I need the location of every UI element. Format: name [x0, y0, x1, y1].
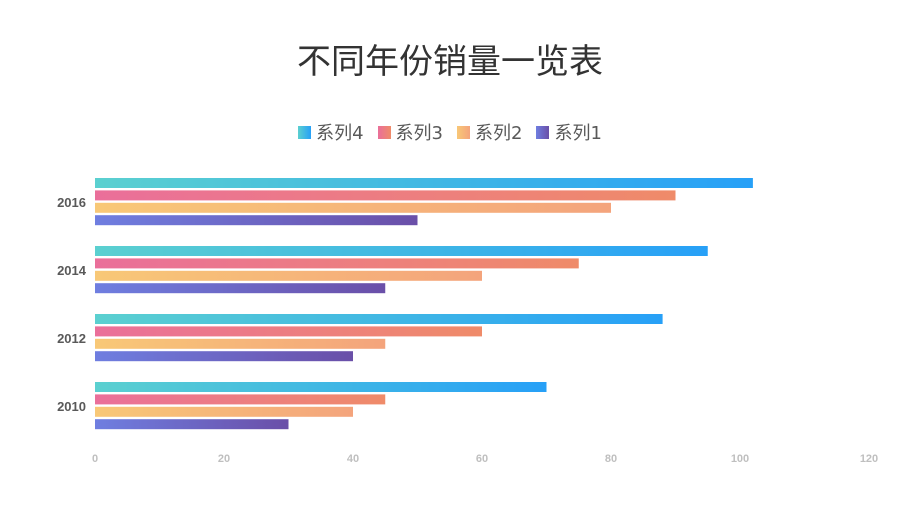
bar	[95, 406, 353, 417]
legend-item[interactable]: 系列4	[298, 119, 364, 145]
bar	[95, 314, 663, 324]
legend-item[interactable]: 系列1	[536, 119, 602, 145]
legend-label: 系列3	[395, 123, 443, 144]
legend-item[interactable]: 系列2	[457, 119, 522, 145]
bar	[95, 326, 482, 337]
bar	[95, 178, 753, 188]
x-tick-label: 60	[476, 453, 488, 465]
legend-label: 系列2	[475, 123, 523, 144]
chart-title: 不同年份销量一览表	[297, 42, 603, 82]
bar	[95, 283, 386, 294]
y-tick-label: 2010	[57, 399, 86, 414]
legend-label: 系列1	[554, 123, 602, 144]
bar	[95, 246, 708, 256]
x-tick-label: 20	[218, 453, 230, 465]
bar	[95, 394, 386, 405]
y-tick-label: 2014	[57, 263, 87, 278]
x-tick-label: 80	[605, 453, 617, 465]
bar	[95, 270, 482, 281]
bar	[95, 258, 579, 269]
x-tick-label: 40	[347, 453, 359, 465]
x-tick-label: 0	[92, 453, 98, 465]
legend-swatch	[457, 125, 470, 139]
legend-item[interactable]: 系列3	[377, 119, 443, 145]
legend: 系列4 系列3 系列2 系列1	[0, 119, 900, 145]
legend-swatch	[536, 125, 550, 139]
legend-label: 系列4	[316, 123, 364, 144]
bar	[95, 351, 353, 362]
bar	[95, 338, 386, 349]
bar	[95, 382, 547, 392]
bar	[95, 419, 289, 430]
y-tick-label: 2012	[57, 331, 86, 346]
legend-swatch	[377, 125, 391, 139]
bar	[95, 215, 418, 226]
x-tick-label: 120	[860, 453, 878, 465]
y-tick-label: 2016	[57, 195, 86, 210]
x-tick-label: 100	[731, 453, 749, 465]
bar	[95, 202, 611, 213]
legend-swatch	[298, 125, 312, 139]
bar	[95, 190, 676, 201]
